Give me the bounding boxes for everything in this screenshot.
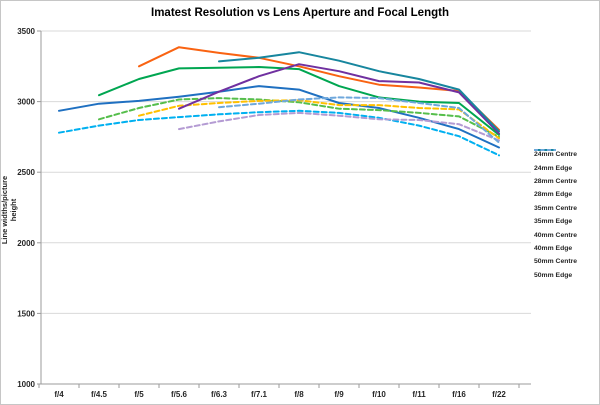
legend-entry-35mm-edge: 35mm Edge — [534, 149, 599, 228]
legend-entry-40mm-centre: 40mm Centre — [534, 149, 599, 241]
x-tick-label-f-8: f/8 — [294, 390, 304, 399]
legend-label-24mm-centre: 24mm Centre — [534, 151, 578, 159]
series-line-35mm-edge — [138, 99, 500, 140]
series-line-35mm-centre — [138, 46, 500, 131]
axes — [37, 30, 531, 388]
x-tick-label-f-16: f/16 — [452, 390, 466, 399]
series-line-50mm-edge — [218, 96, 500, 144]
legend: 24mm Centre 24mm Edge 28mm Centre 28mm Edge… — [534, 148, 599, 282]
legend-entry-28mm-centre: 28mm Centre — [534, 149, 599, 188]
series-line-40mm-centre — [178, 63, 500, 135]
series-line-40mm-edge — [178, 111, 500, 142]
legend-entry-40mm-edge: 40mm Edge — [534, 149, 599, 255]
x-tick-label-f-4-5: f/4.5 — [91, 390, 108, 399]
legend-swatch-50mm-edge — [534, 149, 556, 151]
legend-label-40mm-edge: 40mm Edge — [534, 244, 573, 252]
axis-tick-labels: 3500 3000 2500 2000 1500 1000 f/4 f/4.5 f/5 f/5.6… — [17, 27, 506, 399]
legend-entry-35mm-centre: 35mm Centre — [534, 149, 599, 215]
x-tick-label-f-5: f/5 — [134, 390, 144, 399]
legend-entry-24mm-edge: 24mm Edge — [534, 149, 599, 174]
legend-entry-50mm-edge: 50mm Edge — [534, 149, 599, 282]
legend-label-50mm-edge: 50mm Edge — [534, 271, 573, 279]
legend-entry-50mm-centre: 50mm Centre — [534, 149, 599, 268]
series-lines — [58, 46, 500, 157]
x-tick-label-f-10: f/10 — [372, 390, 386, 399]
series-line-24mm-centre — [58, 85, 500, 149]
legend-label-40mm-centre: 40mm Centre — [534, 231, 578, 239]
legend-label-35mm-edge: 35mm Edge — [534, 218, 573, 226]
series-line-28mm-centre — [98, 66, 500, 136]
legend-label-28mm-centre: 28mm Centre — [534, 177, 578, 185]
legend-label-50mm-centre: 50mm Centre — [534, 258, 578, 266]
x-tick-label-f-5-6: f/5.6 — [171, 390, 188, 399]
x-tick-label-f-22: f/22 — [492, 390, 506, 399]
y-tick-label-2000: 2000 — [17, 239, 35, 248]
legend-label-28mm-edge: 28mm Edge — [534, 191, 573, 199]
x-tick-label-f-9: f/9 — [334, 390, 344, 399]
x-tick-label-f-6-3: f/6.3 — [211, 390, 228, 399]
y-tick-label-1500: 1500 — [17, 309, 35, 318]
series-line-28mm-edge — [98, 97, 500, 138]
x-tick-label-f-4: f/4 — [54, 390, 64, 399]
series-line-50mm-centre — [218, 51, 500, 133]
chart-title: Imatest Resolution vs Lens Aperture and … — [151, 7, 449, 19]
x-tick-label-f-11: f/11 — [412, 390, 426, 399]
gridlines — [41, 30, 531, 314]
y-tick-label-2500: 2500 — [17, 168, 35, 177]
legend-label-35mm-centre: 35mm Centre — [534, 204, 578, 212]
legend-entry-28mm-edge: 28mm Edge — [534, 149, 599, 201]
y-tick-label-3500: 3500 — [17, 27, 35, 36]
y-tick-label-3000: 3000 — [17, 98, 35, 107]
y-tick-label-1000: 1000 — [17, 380, 35, 389]
series-line-24mm-edge — [58, 109, 500, 157]
x-tick-label-f-7-1: f/7.1 — [251, 390, 268, 399]
legend-label-24mm-edge: 24mm Edge — [534, 164, 573, 172]
